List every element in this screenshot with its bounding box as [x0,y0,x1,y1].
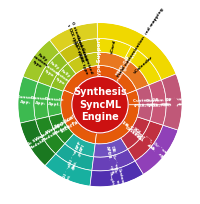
Text: Application
Interface: Application Interface [53,109,88,135]
Wedge shape [51,63,76,91]
Text: MIME-DIR
parser/generator: MIME-DIR parser/generator [110,46,140,86]
Wedge shape [65,134,95,157]
Text: Fully
custom
type: Fully custom type [52,67,74,88]
Wedge shape [38,53,68,87]
Wedge shape [98,52,149,90]
Wedge shape [161,74,182,105]
Text: SQL
Database: SQL Database [135,131,159,152]
Circle shape [171,99,177,105]
Wedge shape [34,82,51,120]
Wedge shape [150,105,166,125]
Wedge shape [94,138,128,157]
Text: Console
App.: Console App. [16,95,36,105]
Text: SQL
Database: SQL Database [124,122,148,144]
Text: UI and
Settings: UI and Settings [67,147,84,170]
Text: vCalendar: vCalendar [133,55,155,75]
Wedge shape [61,90,97,144]
Circle shape [155,147,162,154]
Wedge shape [92,149,135,171]
Text: UI and
Settings: UI and Settings [61,161,77,183]
Wedge shape [95,105,139,144]
Text: Custom
C/C++/Java: Custom C/C++/Java [161,97,187,107]
Wedge shape [136,85,152,105]
Wedge shape [149,80,166,105]
Text: Fully
custom
type: Fully custom type [29,51,51,71]
Circle shape [72,155,79,162]
Text: Web Server
Module: Web Server Module [46,117,75,139]
Text: Custom
Transport
Plugin: Custom Transport Plugin [107,165,125,189]
Text: vCard: vCard [110,39,117,54]
Text: Custom DB
(PDA,PIM): Custom DB (PDA,PIM) [133,98,159,108]
Text: APP
API: APP API [75,140,87,153]
Wedge shape [126,90,139,105]
Wedge shape [98,39,131,58]
Wedge shape [45,154,92,186]
Wedge shape [163,105,182,130]
Wedge shape [97,22,176,80]
Wedge shape [128,121,163,161]
Wedge shape [121,117,150,149]
Text: Database Support: Database Support [103,106,151,144]
Text: DB
API: DB API [105,145,115,154]
Wedge shape [125,46,161,85]
Wedge shape [18,76,38,123]
Wedge shape [20,120,56,166]
Text: Customized
vXXX type: Customized vXXX type [66,21,83,49]
Circle shape [66,169,73,176]
Wedge shape [56,144,94,170]
Text: Custom
DB Plugin: Custom DB Plugin [106,151,120,175]
Circle shape [143,138,150,144]
Circle shape [72,76,128,133]
Wedge shape [48,87,63,116]
Text: Console
App.: Console App. [31,96,51,106]
Wedge shape [135,125,178,174]
Wedge shape [90,161,144,187]
Wedge shape [49,22,98,53]
Text: Web Server
Module: Web Server Module [21,131,51,153]
Wedge shape [59,39,98,63]
Text: Customized
vXXX type: Customized vXXX type [75,47,93,76]
Circle shape [113,174,119,181]
Text: Synthesis
SyncML
Engine: Synthesis SyncML Engine [73,87,127,122]
Wedge shape [23,40,59,82]
Text: Fully
custom
type: Fully custom type [41,59,63,80]
Wedge shape [137,105,152,121]
Wedge shape [68,52,99,74]
Text: Content Type Support: Content Type Support [98,37,102,105]
Text: Custom
DB Plugin: Custom DB Plugin [147,140,170,161]
Wedge shape [36,116,65,154]
Text: Console
Appl.: Console Appl. [44,97,64,107]
Text: Custom DB
(PDA,PIM): Custom DB (PDA,PIM) [146,98,172,107]
Text: Web Server
Module: Web Server Module [34,124,64,146]
Text: Customized
vXXX type: Customized vXXX type [71,35,88,63]
Circle shape [110,159,116,166]
Wedge shape [49,114,74,144]
Wedge shape [64,65,136,94]
Text: Field customization and mapping: Field customization and mapping [116,7,164,78]
